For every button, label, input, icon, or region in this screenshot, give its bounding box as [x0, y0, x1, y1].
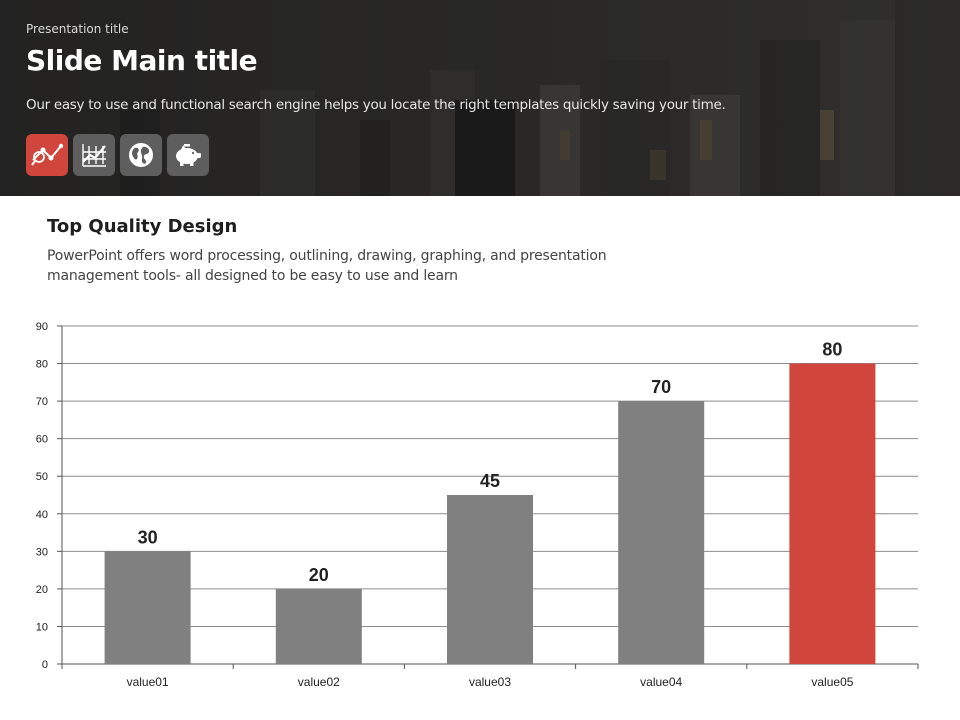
labels: 30 value01 20 value02 45 value03 70 value04 80 va…: [127, 340, 854, 689]
stock-graph-icon: [82, 144, 106, 167]
bars: [104, 363, 876, 664]
y-tick-label: 90: [36, 321, 48, 333]
section-description-line: management tools- all designed to be eas…: [47, 268, 458, 284]
x-tick-label: value05: [811, 675, 853, 689]
section-description-line: PowerPoint offers word processing, outli…: [47, 248, 607, 264]
data-label: 30: [138, 527, 158, 547]
x-tick-label: value03: [469, 675, 511, 689]
data-label: 80: [822, 340, 842, 360]
stock-graph-button[interactable]: [73, 134, 115, 176]
bar-chart: 0 10 20 30 40 50 60 70 80 90 30 value01 20 value02 45…: [36, 321, 919, 689]
data-label: 20: [309, 565, 329, 585]
x-tick-label: value02: [298, 675, 340, 689]
y-tick-label: 10: [36, 621, 48, 633]
bar-value01: [104, 551, 191, 664]
section-title: Top Quality Design: [47, 216, 238, 237]
bar-value02: [275, 588, 362, 664]
y-tick-label: 60: [36, 434, 48, 446]
bar-value04: [618, 401, 705, 664]
y-tick-label: 30: [36, 546, 48, 558]
axes: 0 10 20 30 40 50 60 70 80 90: [36, 321, 919, 671]
piggy-bank-button[interactable]: [167, 134, 209, 176]
presentation-title: Presentation title: [26, 22, 129, 36]
x-tick-label: value04: [640, 675, 682, 689]
header-banner: Presentation title Slide Main title Our …: [0, 0, 960, 196]
slide-subtitle: Our easy to use and functional search en…: [26, 97, 726, 113]
bar-value03: [447, 495, 533, 664]
icon-toolbar: [26, 134, 209, 176]
y-tick-label: 20: [36, 584, 48, 596]
y-tick-label: 0: [42, 659, 48, 671]
y-tick-label: 80: [36, 359, 48, 371]
data-label: 45: [480, 471, 500, 491]
data-label: 70: [651, 377, 671, 397]
chart-analysis-button[interactable]: [26, 134, 68, 176]
y-tick-label: 40: [36, 509, 48, 521]
y-tick-label: 70: [36, 396, 48, 408]
globe-button[interactable]: [120, 134, 162, 176]
slide-main-title: Slide Main title: [26, 44, 258, 77]
bar-value05: [789, 363, 876, 664]
piggy-bank-icon: [176, 144, 201, 166]
globe-icon: [129, 143, 153, 167]
y-tick-label: 50: [36, 471, 48, 483]
x-tick-label: value01: [127, 675, 169, 689]
chart-analysis-icon: [31, 143, 64, 166]
section-description: PowerPoint offers word processing, outli…: [47, 246, 607, 286]
